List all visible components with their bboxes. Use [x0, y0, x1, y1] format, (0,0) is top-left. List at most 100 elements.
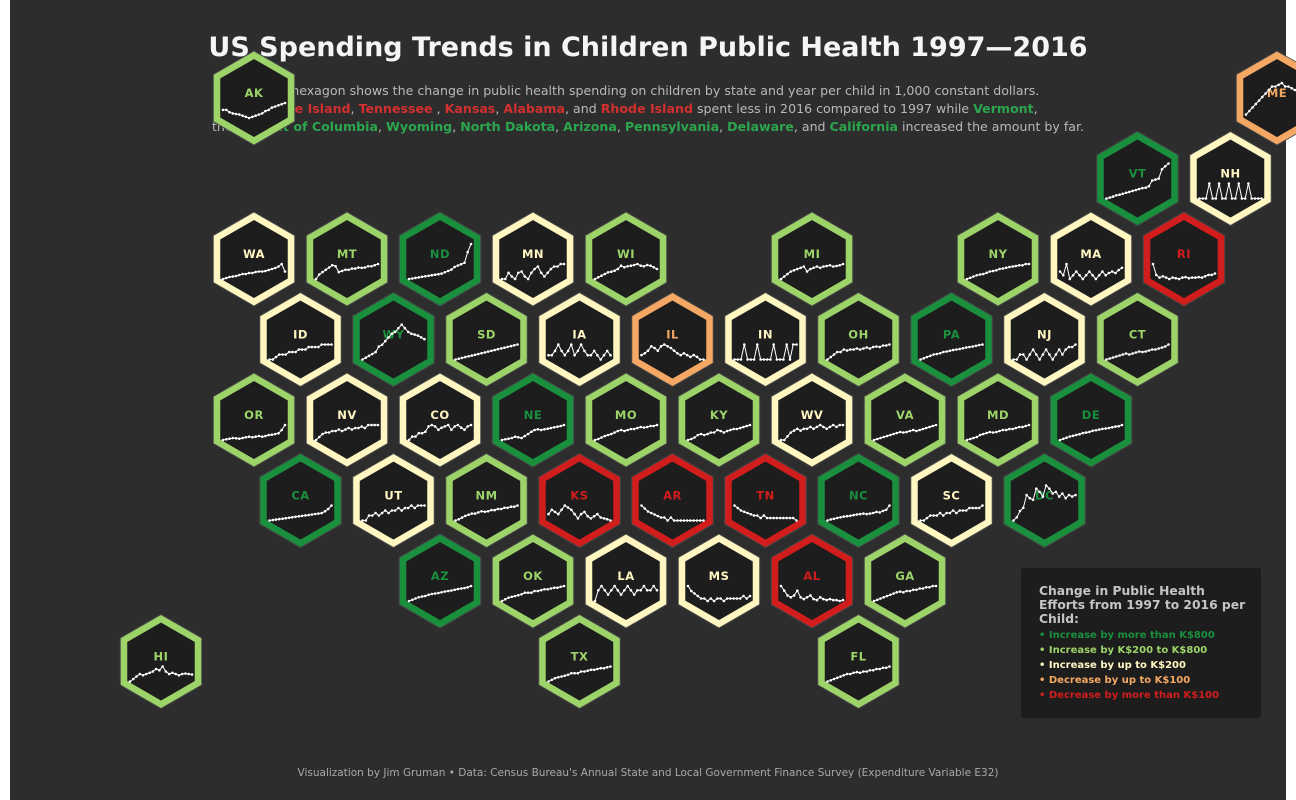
sparkline-point: [672, 349, 676, 353]
sparkline-point: [838, 264, 841, 267]
sparkline-point: [653, 346, 656, 350]
sparkline-point: [453, 588, 457, 592]
sparkline-point: [968, 345, 971, 349]
subtitle-state-name: Arizona: [563, 119, 617, 134]
sparkline-point: [885, 434, 889, 438]
sparkline-point: [350, 267, 354, 270]
sparkline-point: [231, 436, 235, 440]
sparkline-point: [975, 435, 979, 439]
sparkline-point: [1018, 509, 1022, 513]
sparkline-point: [563, 674, 567, 677]
sparkline-point: [783, 438, 786, 442]
hex-border: [399, 534, 481, 628]
sparkline-point: [935, 514, 939, 517]
sparkline-point: [1028, 353, 1032, 356]
sparkline-point: [496, 507, 500, 511]
sparkline-point: [384, 339, 387, 343]
state-hex-nh: NH: [1189, 130, 1272, 227]
sparkline-point: [1081, 431, 1085, 435]
sparkline-point: [881, 666, 885, 670]
sparkline-point: [446, 423, 450, 427]
sparkline-point: [690, 589, 693, 593]
sparkline-point: [154, 667, 158, 671]
sparkline-point: [868, 512, 872, 515]
sparkline-point: [1038, 358, 1041, 361]
sparkline-point: [1154, 348, 1157, 351]
sparkline-point: [530, 430, 533, 434]
sparkline-point: [1137, 187, 1141, 191]
hex-border: [213, 373, 295, 467]
sparkline-point: [128, 680, 132, 683]
hex-shadow: [631, 291, 714, 388]
sparkline-point: [1057, 495, 1061, 498]
sparkline-point: [826, 358, 829, 361]
sparkline-point: [902, 431, 905, 434]
sparkline-point: [1171, 276, 1174, 279]
sparkline-point: [1048, 487, 1051, 491]
sparkline-point: [437, 272, 440, 276]
subtitle-line-1: Each hexagon shows the change in public …: [256, 83, 1040, 98]
sparkline-point: [845, 514, 849, 518]
sparkline-point: [456, 264, 460, 267]
sparkline-point: [278, 353, 281, 356]
sparkline-point: [932, 353, 935, 356]
sparkline-point: [826, 680, 829, 683]
sparkline-point: [1217, 182, 1221, 185]
sparkline-point: [427, 425, 430, 428]
sparkline-point: [549, 426, 553, 430]
sparkline-point: [609, 665, 612, 668]
sparkline-point: [560, 508, 563, 512]
sparkline-point: [1051, 358, 1054, 361]
sparkline-point: [812, 597, 815, 601]
sparkline-point: [500, 277, 504, 281]
sparkline-point: [961, 347, 965, 350]
sparkline-point: [397, 506, 400, 510]
sparkline-point: [696, 433, 700, 437]
hex-border: [725, 454, 806, 548]
hex-border: [353, 454, 434, 548]
sparkline-point: [411, 435, 414, 438]
sparkline-point: [600, 584, 603, 588]
sparkline-point: [546, 271, 549, 275]
sparkline-point: [812, 427, 815, 431]
sparkline-point: [300, 348, 304, 351]
sparkline-point: [268, 358, 271, 361]
subtitle-state-name: Vermont: [973, 101, 1034, 116]
sparkline-point: [456, 423, 460, 427]
sparkline-point: [975, 274, 979, 277]
sparkline-point: [603, 434, 607, 438]
sparkline-point: [254, 270, 257, 274]
sparkline-point: [526, 432, 530, 436]
hex-shadow: [259, 291, 342, 388]
state-hex-fl: FL: [817, 613, 900, 710]
sparkline-point: [283, 270, 287, 273]
state-hex-la: LA: [584, 533, 668, 629]
sparkline-point: [553, 676, 557, 680]
sparkline-point: [270, 267, 274, 271]
sparkline-point: [251, 115, 254, 119]
sparkline-point: [655, 267, 659, 271]
sparkline-point: [1031, 498, 1035, 502]
state-hex-ct: CT: [1096, 291, 1179, 388]
sparkline-point: [716, 428, 719, 432]
sparkline-point: [238, 113, 241, 116]
sparkline-point: [716, 597, 719, 600]
sparkline-point: [876, 598, 879, 602]
state-label: RI: [1177, 247, 1191, 261]
sparkline-point: [1001, 267, 1005, 270]
sparkline-point: [324, 431, 328, 434]
sparkline-point: [892, 432, 895, 436]
sparkline-point: [523, 275, 527, 278]
sparkline-point: [579, 670, 583, 673]
sparkline-point: [563, 353, 567, 357]
legend-item-3: • Increase by up to K$200: [1039, 660, 1186, 671]
hex-shadow: [770, 533, 854, 629]
sparkline-point: [393, 330, 397, 334]
sparkline-point: [384, 509, 387, 512]
sparkline-point: [895, 431, 899, 435]
sparkline-point: [636, 262, 639, 266]
state-hex-il: IL: [631, 291, 714, 388]
hex-shadow: [1049, 211, 1133, 307]
sparkline-point: [669, 346, 673, 350]
